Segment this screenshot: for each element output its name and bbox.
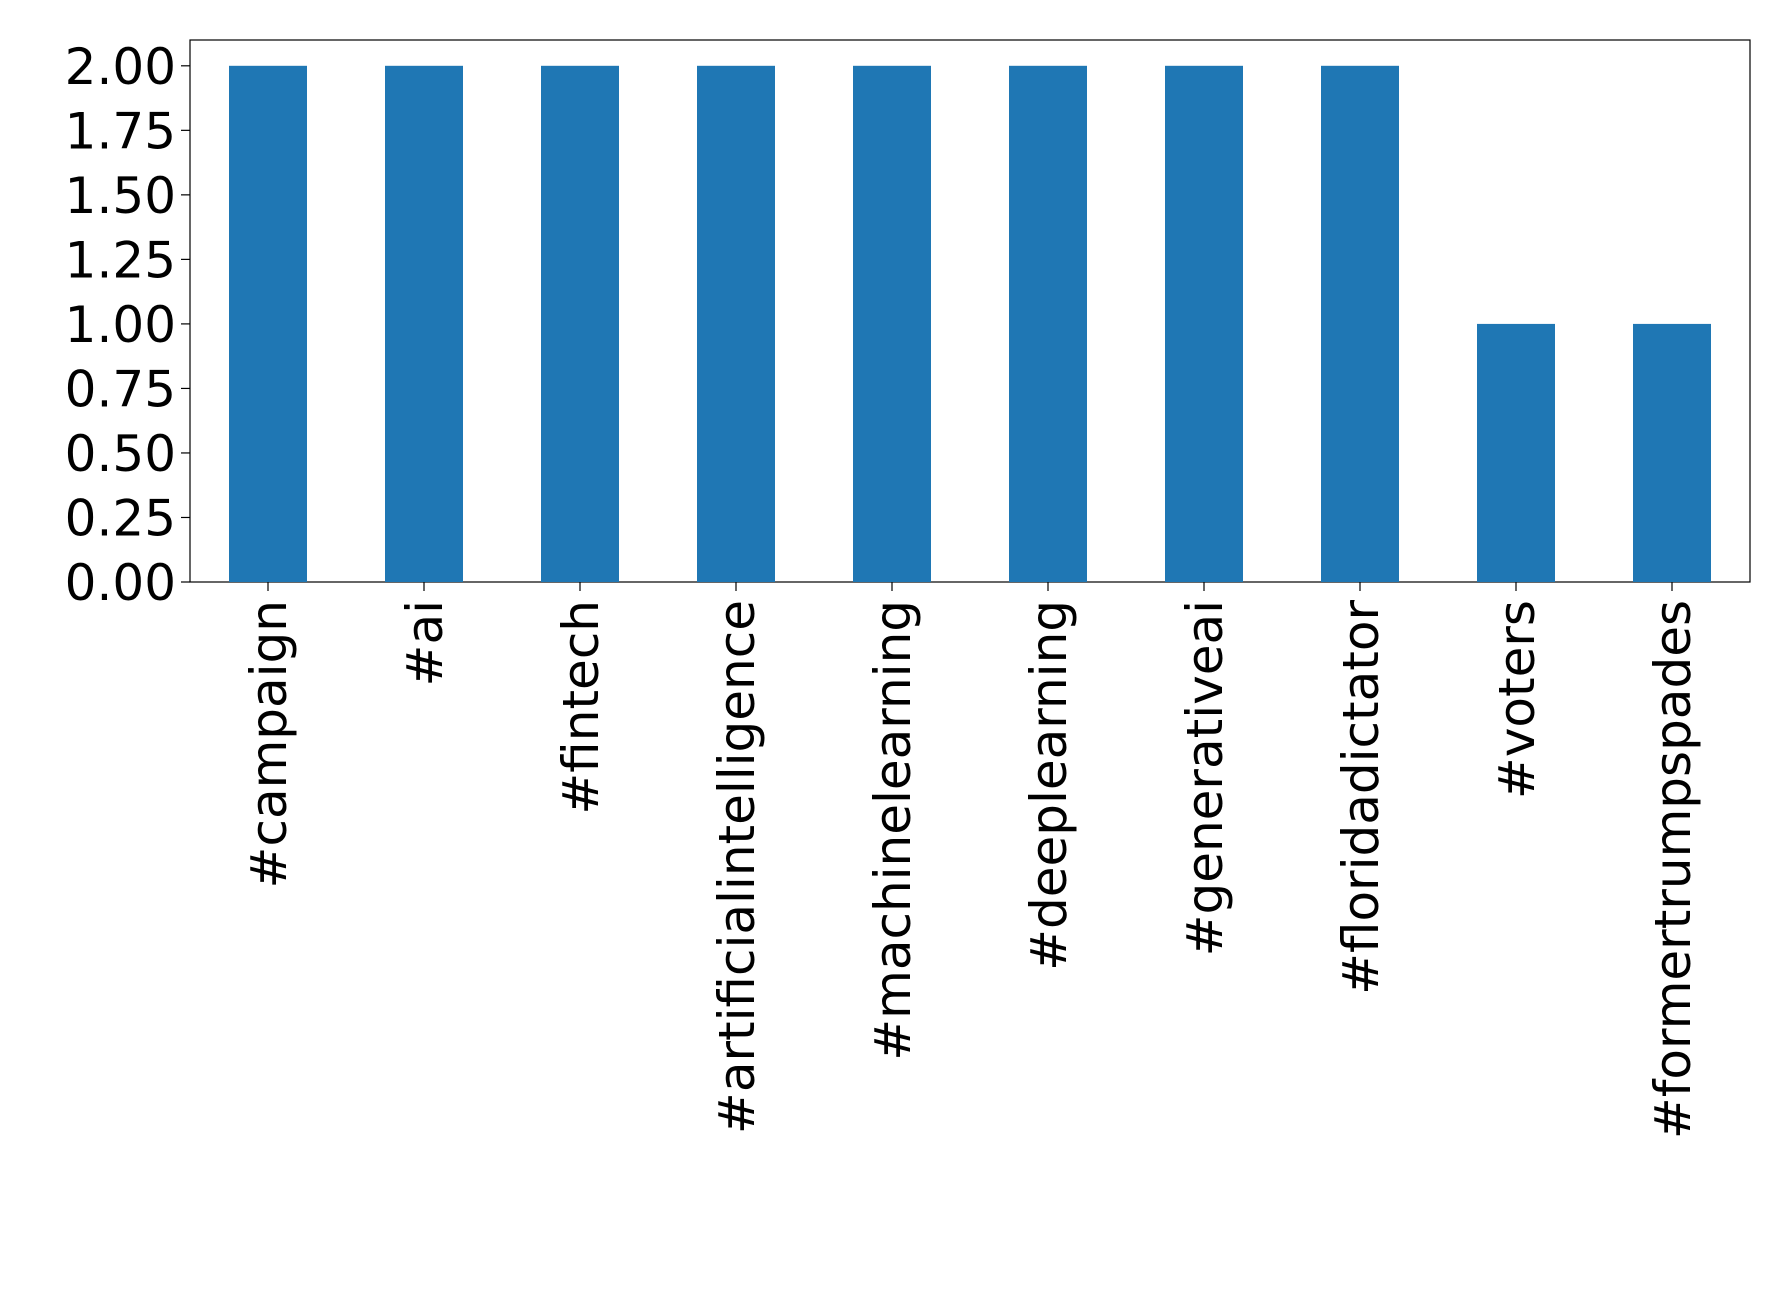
y-tick-label-0: 0.00 — [65, 554, 176, 612]
x-axis: #campaign #ai #fintech #artificialintellige… — [240, 582, 1702, 1139]
y-tick-label-6: 1.50 — [65, 167, 176, 225]
y-tick-label-3: 0.75 — [65, 360, 176, 418]
y-tick-label-4: 1.00 — [65, 296, 176, 354]
bar-1 — [385, 65, 463, 583]
bar-4 — [853, 65, 931, 583]
x-tick-label-7: #floridadictator — [1332, 600, 1390, 995]
bars-group — [229, 65, 1711, 583]
x-tick-label-5: #deeplearning — [1020, 600, 1078, 971]
x-tick-label-4: #machinelearning — [864, 600, 922, 1061]
x-tick-label-2: #fintech — [552, 600, 610, 815]
bar-8 — [1477, 323, 1555, 582]
x-tick-label-3: #artificialintelligence — [708, 600, 766, 1134]
plot-area — [189, 39, 1751, 583]
x-tick-label-1: #ai — [396, 600, 454, 686]
y-axis: 0.00 0.25 0.50 0.75 1.00 1.25 1.50 1.75 2.00 — [65, 38, 190, 612]
x-tick-label-9: #formertrumpspades — [1644, 600, 1702, 1139]
bar-7 — [1321, 65, 1399, 583]
bar-6 — [1165, 65, 1243, 583]
y-tick-label-2: 0.50 — [65, 425, 176, 483]
bar-3 — [697, 65, 775, 583]
bar-2 — [541, 65, 619, 583]
x-tick-label-6: #generativeai — [1176, 600, 1234, 956]
bar-0 — [229, 65, 307, 583]
bar-9 — [1633, 323, 1711, 582]
y-tick-label-7: 1.75 — [65, 102, 176, 160]
y-tick-label-8: 2.00 — [65, 38, 176, 96]
y-tick-label-5: 1.25 — [65, 231, 176, 289]
bar-5 — [1009, 65, 1087, 583]
x-tick-label-0: #campaign — [240, 600, 298, 888]
y-tick-label-1: 0.25 — [65, 489, 176, 547]
x-tick-label-8: #voters — [1488, 600, 1546, 799]
